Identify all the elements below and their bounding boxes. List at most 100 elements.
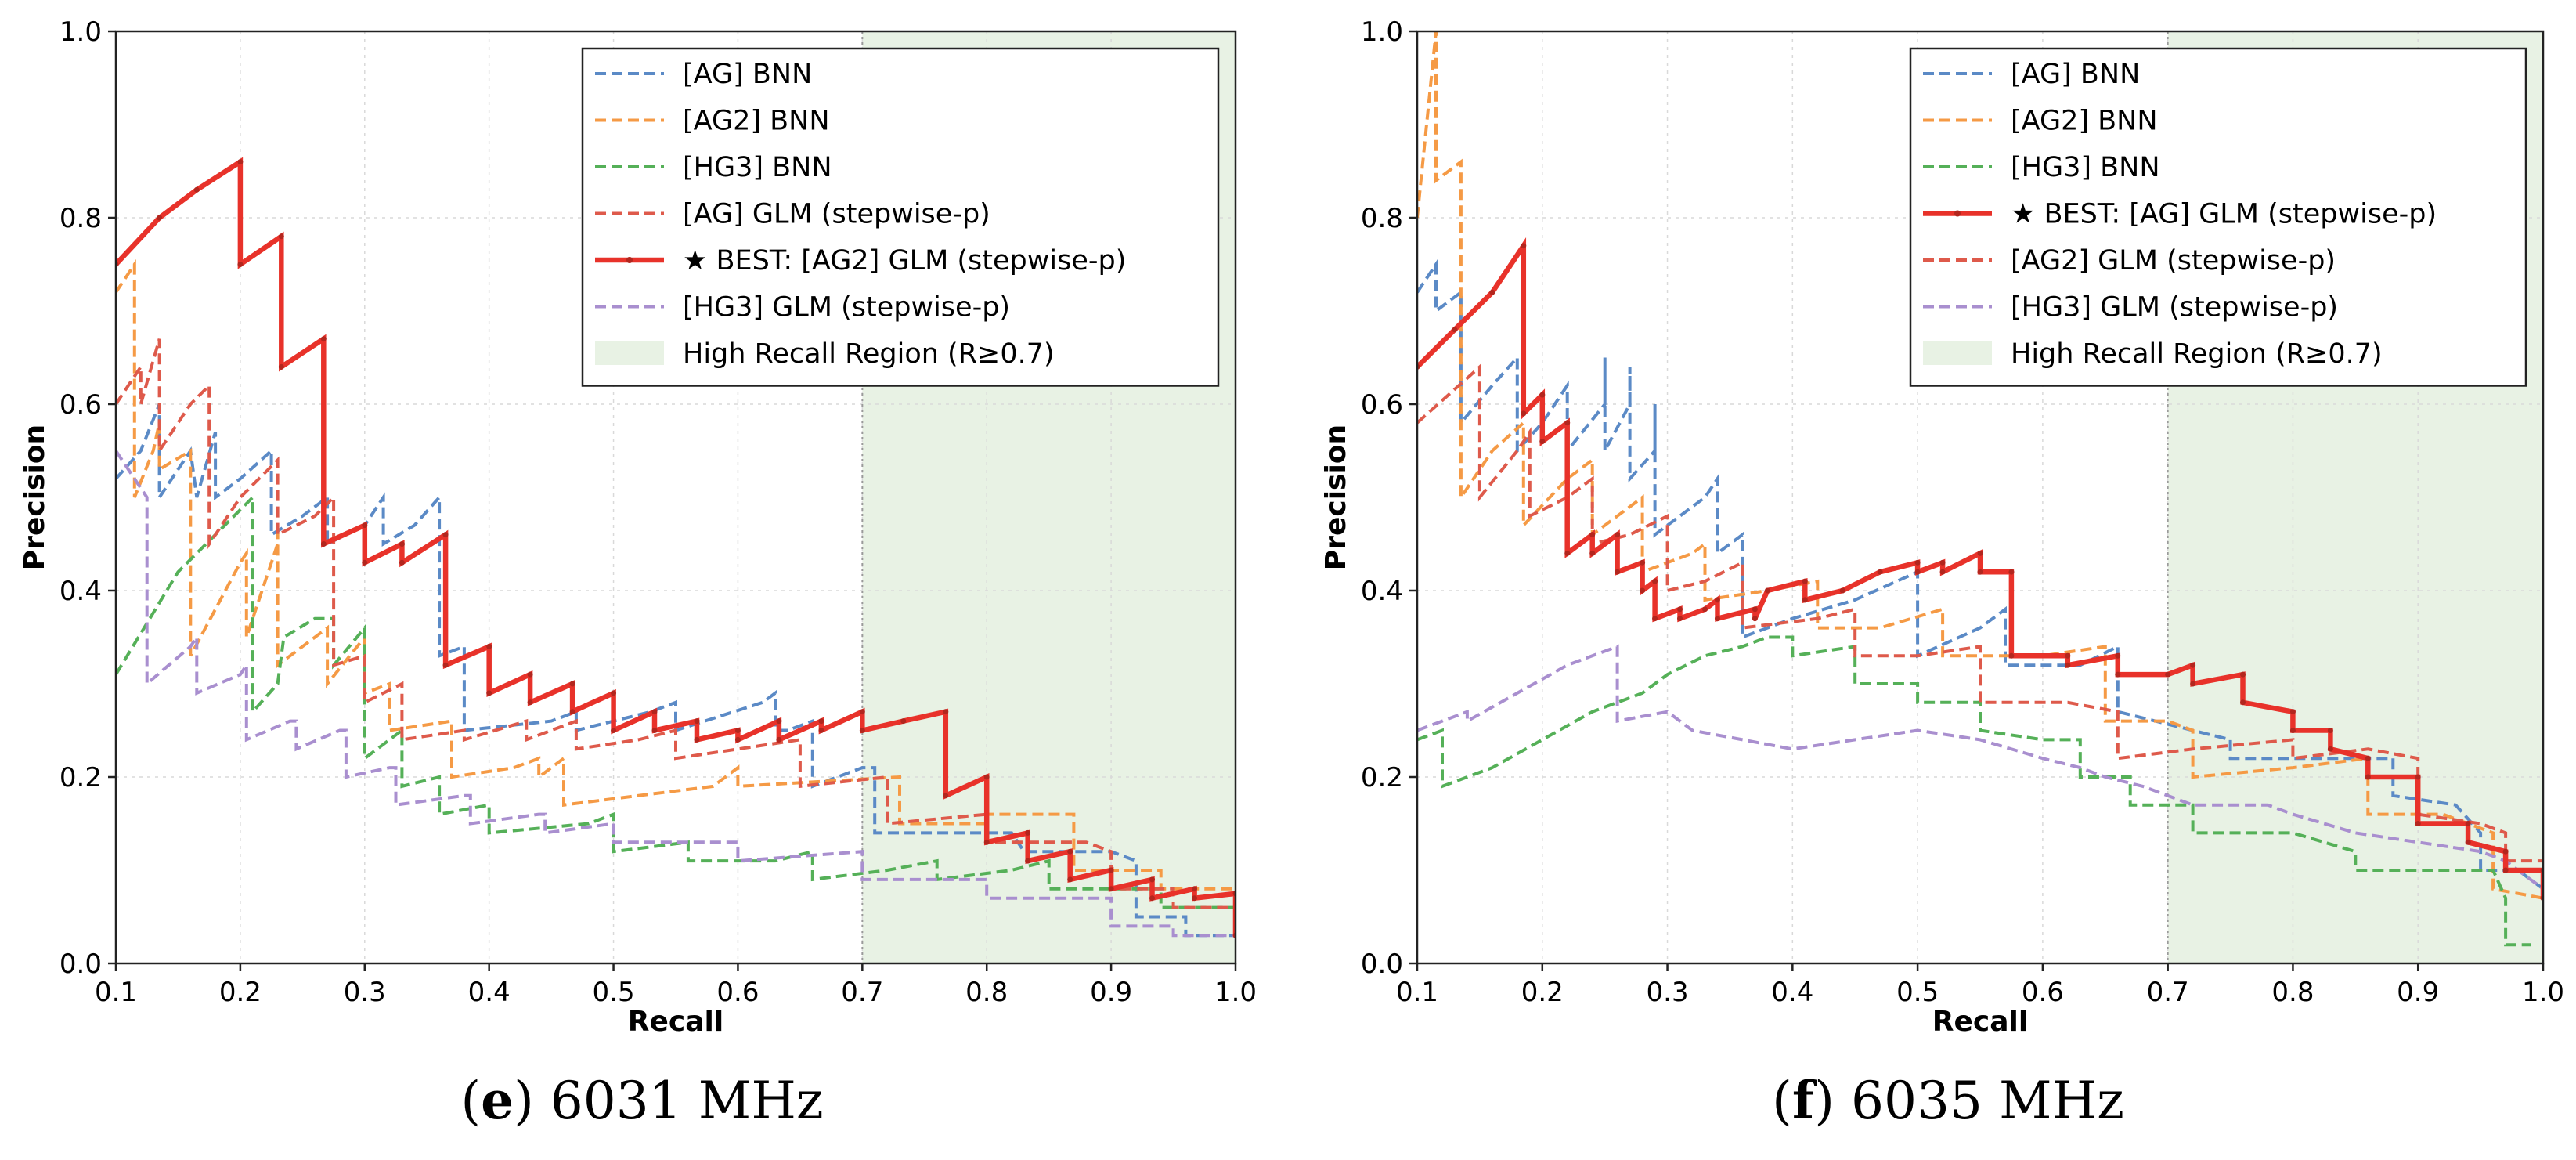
best-marker: [1564, 420, 1571, 426]
legend-box: [581, 47, 1220, 387]
legend-entry-region: High Recall Region (R≥0.7): [683, 338, 1055, 370]
series-line-ag2-glm: [1417, 363, 2543, 863]
best-marker: [2165, 671, 2171, 678]
best-marker: [1067, 876, 1073, 883]
y-tick-label: 0.8: [1361, 203, 1403, 234]
x-tick-label: 0.2: [219, 977, 262, 1008]
series-line-ag-bnn: [116, 403, 1236, 938]
x-tick-label: 1.0: [2522, 977, 2564, 1008]
series-line-ag2-bnn: [116, 258, 1236, 891]
legend: [AG] BNN [AG2] BNN [HG3] BNN ★ BEST: [AG] G…: [1909, 47, 2527, 387]
best-marker: [1914, 559, 1921, 566]
best-marker: [1489, 289, 1495, 295]
best-marker: [2115, 671, 2121, 678]
best-marker: [1939, 569, 1946, 575]
series-line-hg3-bnn: [1417, 635, 2531, 947]
x-tick-label: 1.0: [1214, 977, 1257, 1008]
best-marker: [1802, 597, 1808, 603]
legend-entry: [HG3] GLM (stepwise-p): [2011, 292, 2338, 323]
best-marker: [2465, 821, 2471, 826]
legend-entry: ★ BEST: [AG] GLM (stepwise-p): [2011, 199, 2437, 230]
legend: [AG] BNN [AG2] BNN [HG3] BNN [AG] GLM (step…: [581, 47, 1220, 387]
best-marker: [1764, 587, 1770, 594]
y-tick-label: 0.0: [60, 949, 102, 980]
best-marker: [1521, 243, 1527, 249]
best-marker: [1539, 392, 1546, 398]
caption-text: 6035 MHz: [1835, 1071, 2124, 1131]
y-axis-label: Precision: [1320, 425, 1352, 570]
best-marker: [983, 839, 990, 845]
best-marker: [818, 728, 824, 733]
best-marker: [2008, 652, 2015, 659]
best-marker: [1714, 616, 1720, 622]
best-marker: [1067, 848, 1073, 855]
best-marker: [1752, 606, 1758, 613]
panel-caption: (e) 6031 MHz: [460, 1070, 823, 1131]
x-tick-label: 0.1: [95, 977, 137, 1008]
best-marker: [237, 159, 244, 165]
best-marker: [611, 728, 617, 733]
best-marker: [1615, 532, 1621, 538]
best-marker: [399, 559, 405, 566]
best-marker: [1939, 559, 1946, 566]
best-marker: [2115, 652, 2121, 659]
best-marker: [278, 363, 284, 370]
best-marker: [1652, 578, 1658, 584]
best-marker: [2465, 839, 2471, 845]
best-marker: [1615, 569, 1621, 575]
best-marker: [2008, 569, 2015, 575]
best-marker: [2065, 662, 2071, 668]
best-marker: [362, 522, 368, 529]
legend-entry: ★ BEST: [AG2] GLM (stepwise-p): [683, 245, 1126, 276]
best-marker: [442, 662, 449, 668]
x-tick-label: 0.6: [716, 977, 759, 1008]
legend-entry: [HG3] GLM (stepwise-p): [683, 292, 1010, 323]
y-tick-label: 1.0: [60, 16, 102, 48]
y-tick-label: 0.0: [1361, 949, 1403, 980]
best-marker: [776, 718, 782, 725]
chart-panel-0: 0.1 0.2 0.3 0.4 0.5 0.6 0.7 0.8 0.9 1.0 0.0 0.2 0.4 0…: [19, 16, 1257, 1131]
best-marker: [1839, 587, 1845, 594]
best-marker: [527, 699, 533, 706]
y-tick-label: 0.8: [60, 203, 102, 234]
x-tick-label: 0.9: [1090, 977, 1132, 1008]
best-marker: [2289, 709, 2296, 715]
best-marker: [2327, 728, 2333, 733]
chart-panel-1: 0.1 0.2 0.3 0.4 0.5 0.6 0.7 0.8 0.9 1.0 0.0 0.2 0.4 0…: [1320, 16, 2564, 1131]
y-tick-label: 0.4: [60, 576, 102, 607]
x-tick-label: 0.8: [965, 977, 1008, 1008]
best-marker: [1149, 876, 1156, 883]
best-marker: [776, 736, 782, 743]
caption-letter: f: [1792, 1070, 1817, 1131]
series-line-ag-bnn: [1417, 258, 2543, 891]
best-marker: [1589, 550, 1596, 556]
best-marker: [734, 736, 741, 743]
x-tick-label: 0.1: [1396, 977, 1438, 1008]
legend-entry-region: High Recall Region (R≥0.7): [2011, 338, 2383, 370]
best-marker: [569, 681, 575, 687]
best-marker: [859, 709, 865, 715]
y-tick-label: 0.6: [1361, 389, 1403, 421]
x-tick-label: 0.4: [1771, 977, 1813, 1008]
caption-text: 6031 MHz: [534, 1071, 824, 1131]
best-marker: [1564, 550, 1571, 556]
best-marker: [1589, 532, 1596, 538]
series-line-hg3-glm: [116, 450, 1236, 938]
best-marker: [278, 233, 284, 240]
x-tick-label: 0.4: [468, 977, 511, 1008]
legend-entry: [AG] BNN: [2011, 59, 2140, 90]
best-marker: [1025, 858, 1031, 864]
series-line-hg3-glm: [1417, 644, 2543, 891]
y-tick-label: 0.4: [1361, 576, 1403, 607]
best-marker: [1752, 616, 1758, 622]
x-tick-label: 0.2: [1521, 977, 1564, 1008]
best-marker: [611, 690, 617, 696]
x-tick-label: 0.9: [2397, 977, 2439, 1008]
best-marker: [2365, 755, 2371, 761]
legend-box: [1909, 47, 2527, 387]
best-marker: [2240, 671, 2246, 678]
legend-entry: [AG2] BNN: [683, 106, 830, 137]
best-marker: [2365, 774, 2371, 780]
x-tick-label: 0.6: [2022, 977, 2064, 1008]
best-marker: [527, 671, 533, 678]
